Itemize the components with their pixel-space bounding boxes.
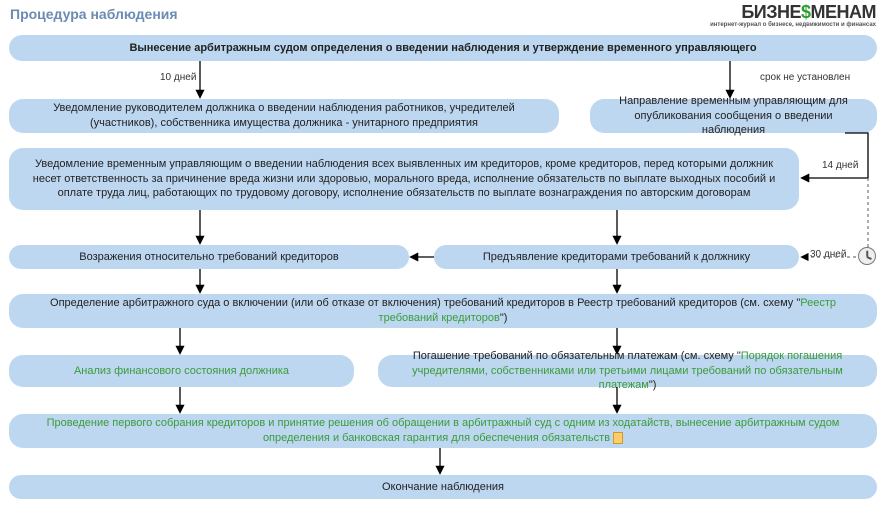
label-30-days: 30 дней [810,249,846,260]
box-court-ruling: Вынесение арбитражным судом определения … [9,35,877,61]
box-objections: Возражения относительно требований креди… [9,245,409,269]
box-financial-analysis: Анализ финансового состояния должника [9,355,354,387]
box-notify-employees: Уведомление руководителем должника о вве… [9,99,559,133]
page-title: Процедура наблюдения [10,6,178,22]
logo: БИЗНЕ$МЕНАМ [741,2,876,23]
box-creditor-claims: Предъявление кредиторами требований к до… [434,245,799,269]
logo-subtitle: интернет-журнал о бизнесе, недвижимости … [710,22,876,28]
box-notify-creditors: Уведомление временным управляющим о введ… [9,148,799,210]
box-registry-ruling: Определение арбитражного суда о включени… [9,294,877,328]
label-14-days: 14 дней [822,160,858,171]
note-icon [613,432,623,444]
box-mandatory-payments: Погашение требований по обязательным пла… [378,355,877,387]
label-no-term: срок не установлен [760,72,850,83]
box-first-meeting: Проведение первого собрания кредиторов и… [9,414,877,448]
label-10-days: 10 дней [160,72,196,83]
box-publish-notice: Направление временным управляющим для оп… [590,99,877,133]
clock-icon [858,247,876,265]
box-end: Окончание наблюдения [9,475,877,499]
